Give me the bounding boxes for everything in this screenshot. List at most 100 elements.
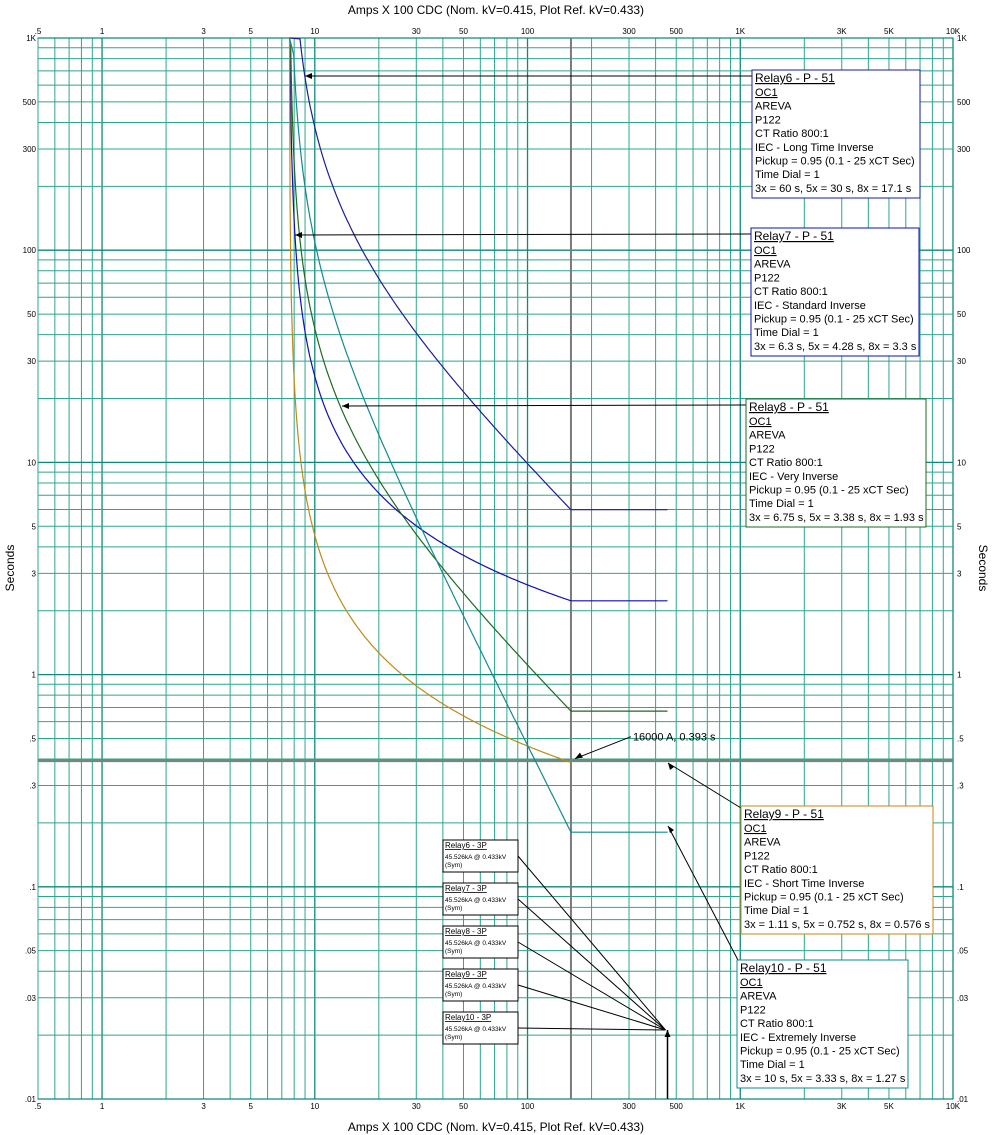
- relay-box-line: Pickup = 0.95 (0.1 - 25 xCT Sec): [749, 485, 909, 497]
- short-circuit-box-frame: [442, 882, 519, 916]
- y-tick-label-right: .03: [957, 994, 969, 1003]
- relay-box-line: Pickup = 0.95 (0.1 - 25 xCT Sec): [754, 314, 914, 326]
- short-circuit-box: Relay8 - 3P 45.526kA @ 0.433kV(Sym): [442, 925, 519, 959]
- relay-box-arrow: [295, 232, 302, 238]
- x-axis-label: Amps X 100 CDC (Nom. kV=0.415, Plot Ref.…: [348, 1120, 644, 1134]
- y-tick-label-left: 500: [23, 98, 37, 107]
- x-tick-label-top: 100: [521, 27, 535, 36]
- relay-box-line: P122: [755, 114, 781, 126]
- relay-box-line: AREVA: [755, 101, 792, 113]
- relay-box-arrow: [305, 73, 312, 79]
- relay-box-arrow: [668, 763, 674, 770]
- short-circuit-box-frame: [442, 1011, 519, 1045]
- x-tick-label-bottom: 500: [670, 1102, 684, 1111]
- short-circuit-box-line: (Sym): [445, 862, 462, 869]
- x-tick-label-top: 30: [412, 27, 421, 36]
- x-tick-label-bottom: 1: [100, 1102, 105, 1111]
- y-tick-label-left: .3: [29, 782, 36, 791]
- y-tick-label-right: .01: [957, 1095, 969, 1104]
- short-circuit-box-frame: [442, 839, 519, 873]
- relay-box-leader: [341, 404, 747, 407]
- short-circuit-box-line: 45.526kA @ 0.433kV: [445, 940, 507, 947]
- relay-box-line: IEC - Extremely Inverse: [740, 1032, 856, 1044]
- y-tick-label-left: .03: [25, 994, 37, 1003]
- y-tick-label-left: 50: [27, 310, 36, 319]
- short-circuit-leader: [517, 1027, 666, 1031]
- x-tick-label-top: 1: [100, 27, 105, 36]
- relay-box-arrow: [342, 403, 349, 409]
- x-tick-label-bottom: .5: [35, 1102, 42, 1111]
- short-circuit-leader: [517, 941, 666, 1031]
- short-circuit-box-frame: [442, 925, 519, 959]
- relay-box-line: IEC - Long Time Inverse: [755, 142, 874, 154]
- y-tick-label-left: .01: [25, 1095, 37, 1104]
- curves: [38, 37, 953, 1099]
- y-tick-label-left: 10: [27, 458, 36, 467]
- relay-box-line: OC1: [755, 87, 778, 99]
- short-circuit-box-head: Relay9 - 3P: [445, 970, 487, 979]
- y-tick-label-left: .05: [25, 947, 37, 956]
- relay-box-line: CT Ratio 800:1: [740, 1018, 814, 1030]
- x-tick-label-bottom: 3K: [837, 1102, 847, 1111]
- relay-box-line: Pickup = 0.95 (0.1 - 25 xCT Sec): [744, 892, 904, 904]
- relay-box-line: OC1: [740, 977, 763, 989]
- grid: [37, 37, 954, 1100]
- x-tick-label-top: 300: [622, 27, 636, 36]
- relay-box-line: AREVA: [744, 837, 781, 849]
- relay-box-line: 3x = 1.11 s, 5x = 0.752 s, 8x = 0.576 s: [744, 919, 931, 931]
- short-circuit-box-line: (Sym): [445, 991, 462, 998]
- relay-box-head: Relay9 - P - 51: [744, 807, 824, 821]
- y-tick-label-left: 1: [32, 671, 37, 680]
- x-tick-label-top: .5: [35, 27, 42, 36]
- y-tick-label-right: .1: [957, 883, 964, 892]
- y-tick-label-left: .1: [29, 883, 36, 892]
- x-tick-label-bottom: 100: [521, 1102, 535, 1111]
- short-circuit-box-head: Relay8 - 3P: [445, 927, 487, 936]
- short-circuit-leader: [517, 855, 666, 1031]
- relay-box-line: 3x = 10 s, 5x = 3.33 s, 8x = 1.27 s: [740, 1073, 906, 1085]
- curve-relay9: [288, 37, 572, 764]
- relay-box-line: Pickup = 0.95 (0.1 - 25 xCT Sec): [755, 156, 915, 168]
- y-tick-label-right: .3: [957, 782, 964, 791]
- relay-box-frame: [750, 227, 920, 357]
- relay-box-line: IEC - Very Inverse: [749, 471, 838, 483]
- relay-box-line: P122: [749, 443, 775, 455]
- y-tick-label-left: .5: [29, 734, 36, 743]
- relay-box-line: AREVA: [740, 991, 777, 1003]
- relay-box-head: Relay6 - P - 51: [755, 71, 835, 85]
- y-axis-label-right: Seconds: [976, 545, 990, 592]
- chart-title-top: Amps X 100 CDC (Nom. kV=0.415, Plot Ref.…: [348, 3, 644, 17]
- x-tick-label-bottom: 1K: [735, 1102, 745, 1111]
- short-circuit-leader: [517, 898, 666, 1031]
- relay-box-line: OC1: [749, 416, 772, 428]
- short-circuit-box: Relay9 - 3P 45.526kA @ 0.433kV(Sym): [442, 968, 519, 1002]
- short-circuit-box-line: 45.526kA @ 0.433kV: [445, 983, 507, 990]
- y-tick-label-right: 5: [957, 522, 962, 531]
- x-tick-label-top: 50: [459, 27, 468, 36]
- relay-box-line: 3x = 6.75 s, 5x = 3.38 s, 8x = 1.93 s: [749, 512, 924, 524]
- short-circuit-box: Relay10 - 3P 45.526kA @ 0.433kV(Sym): [442, 1011, 519, 1045]
- relay-box-line: P122: [744, 850, 770, 862]
- y-tick-label-left: 3: [32, 569, 37, 578]
- relay-box-frame: [740, 805, 934, 935]
- y-tick-label-right: 100: [957, 246, 971, 255]
- short-circuit-box-line: 45.526kA @ 0.433kV: [445, 1026, 507, 1033]
- relay-box-leader: [667, 825, 740, 963]
- relay-box-arrow: [668, 826, 674, 833]
- short-circuit-leader: [517, 984, 666, 1031]
- y-tick-label-right: 1: [957, 671, 962, 680]
- relay-box-frame: [745, 398, 927, 528]
- y-tick-label-left: 1K: [26, 34, 36, 43]
- relay-box-line: CT Ratio 800:1: [755, 128, 829, 140]
- y-tick-label-left: 100: [23, 246, 37, 255]
- x-tick-label-top: 10K: [946, 27, 961, 36]
- relay-box-line: Time Dial = 1: [744, 905, 809, 917]
- annotation-arrow: [574, 752, 583, 759]
- relay-box-leader: [667, 762, 742, 809]
- relay-box-line: OC1: [754, 245, 777, 257]
- x-tick-label-bottom: 50: [459, 1102, 468, 1111]
